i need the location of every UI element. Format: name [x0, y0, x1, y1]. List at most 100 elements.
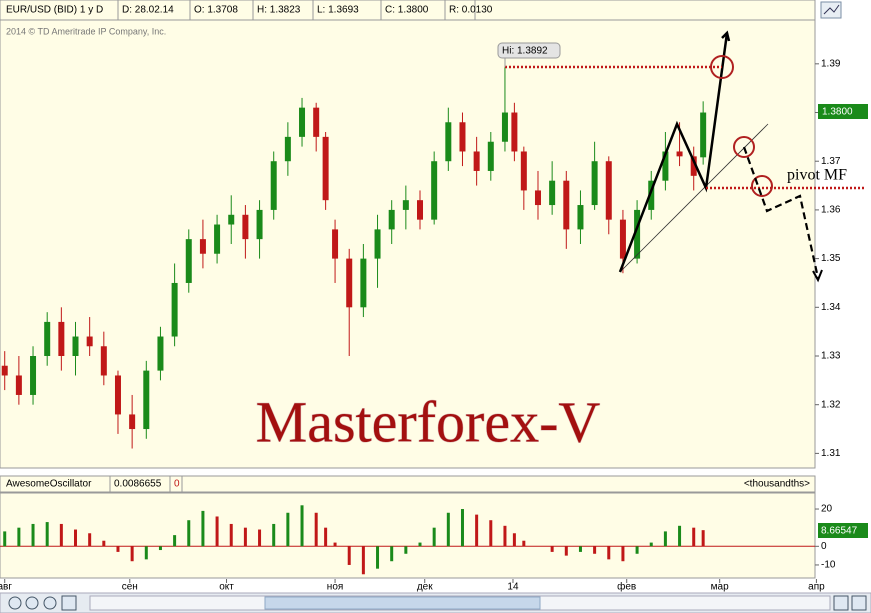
candle-body [30, 356, 37, 395]
retest-circle [733, 136, 755, 158]
candle-body [445, 122, 452, 162]
candle-body [129, 414, 136, 430]
low-reading: L: 1.3693 [317, 5, 359, 16]
osc-bar [187, 520, 191, 547]
pivot-label: pivot MF [787, 167, 847, 184]
pan-tool[interactable] [61, 595, 77, 611]
candle-body [322, 136, 329, 201]
osc-bar [635, 546, 639, 554]
candle-body [270, 161, 277, 210]
osc-bar [144, 546, 148, 560]
candle-body [86, 336, 93, 347]
osc-bar [522, 540, 526, 547]
osc-bar [376, 546, 380, 569]
osc-bar [347, 546, 351, 565]
candle-body [15, 375, 22, 395]
x-tick-label: мар [711, 582, 729, 593]
scroll-right[interactable] [833, 595, 849, 611]
candle-body [487, 141, 494, 171]
osc-bar [593, 546, 597, 554]
scroll-end[interactable] [851, 595, 867, 611]
x-tick-label: окт [219, 582, 234, 593]
osc-title[interactable]: AwesomeOscillator [6, 479, 92, 490]
osc-bar [130, 546, 134, 562]
candle-body [473, 151, 480, 171]
zoom-in[interactable] [25, 596, 39, 610]
style-button[interactable] [820, 1, 842, 19]
osc-bar [215, 516, 219, 547]
analysis-overlay: pivot MF Hi: 1.3892 1.3800 8.66547 [497, 30, 868, 538]
osc-bar [692, 527, 696, 547]
candle-body [284, 136, 291, 162]
plot-layer: 1.311.321.331.341.351.361.371.381.39авгс… [0, 58, 841, 593]
candle-body [199, 239, 206, 254]
price-tag-label: 1.3800 [822, 107, 853, 118]
candle-body [114, 375, 121, 415]
x-tick-label: ноя [327, 582, 344, 593]
range-reading: R: 0.0130 [449, 5, 493, 16]
price-tag [818, 104, 868, 119]
osc-bar [607, 546, 611, 560]
candle-body [605, 161, 612, 220]
osc-bar [489, 520, 493, 547]
candle-body [360, 258, 367, 308]
osc-bar [3, 531, 7, 547]
osc-units: <thousandths> [744, 479, 810, 490]
x-tick-label: сен [122, 582, 138, 593]
candle-body [402, 200, 409, 210]
candle-body [100, 346, 107, 376]
x-tick-label: фев [617, 581, 636, 593]
candle-body [242, 214, 249, 240]
osc-bar [102, 540, 106, 547]
style-icon [823, 4, 840, 15]
candle-body [511, 112, 518, 152]
candle-body [388, 209, 395, 230]
osc-bar [116, 546, 120, 552]
target-circle [710, 55, 734, 79]
candle-body [619, 219, 626, 259]
osc-bar [475, 514, 479, 547]
candle-body [346, 258, 353, 308]
zoom-out[interactable] [8, 596, 22, 610]
wave-path [618, 32, 729, 273]
candle-body [501, 112, 508, 142]
candle-body [534, 190, 541, 206]
osc-bar [503, 525, 507, 547]
zoom-reset[interactable] [43, 596, 57, 610]
candle-body [549, 180, 556, 206]
osc-bar [45, 522, 49, 547]
candle-body [157, 336, 164, 371]
candle-body [256, 209, 263, 240]
candle-body [417, 200, 424, 220]
osc-bar [404, 546, 408, 554]
symbol[interactable]: EUR/USD (BID) 1 y D [6, 5, 103, 16]
osc-bar [229, 523, 233, 547]
y-tick-label: 1.36 [821, 205, 841, 216]
osc-tag [818, 523, 868, 538]
osc-bar [649, 542, 653, 547]
watermark-title: Masterforex-V [256, 389, 601, 454]
candle-body [676, 151, 683, 157]
osc-bar [324, 527, 328, 547]
osc-bar [663, 531, 667, 547]
scrollbar-thumb[interactable] [264, 596, 541, 610]
y-tick-label: 20 [821, 504, 833, 515]
osc-bar [701, 530, 705, 547]
projection-path [742, 146, 820, 279]
osc-bar [550, 546, 554, 552]
y-tick-label: 1.35 [821, 253, 841, 264]
osc-bar [678, 525, 682, 547]
arrow-head [812, 269, 823, 283]
candle-body [143, 370, 150, 430]
candle-body [228, 214, 235, 225]
candle-body [44, 321, 51, 356]
candle-body [58, 321, 65, 356]
osc-bar [333, 542, 337, 547]
osc-bar [272, 523, 276, 547]
osc-bar [621, 546, 625, 562]
close-reading: C: 1.3800 [385, 5, 429, 16]
osc-bar [88, 533, 92, 547]
osc-reading: 0.0086655 [114, 479, 162, 490]
osc-header [0, 475, 816, 493]
date-reading: D: 28.02.14 [122, 5, 174, 16]
